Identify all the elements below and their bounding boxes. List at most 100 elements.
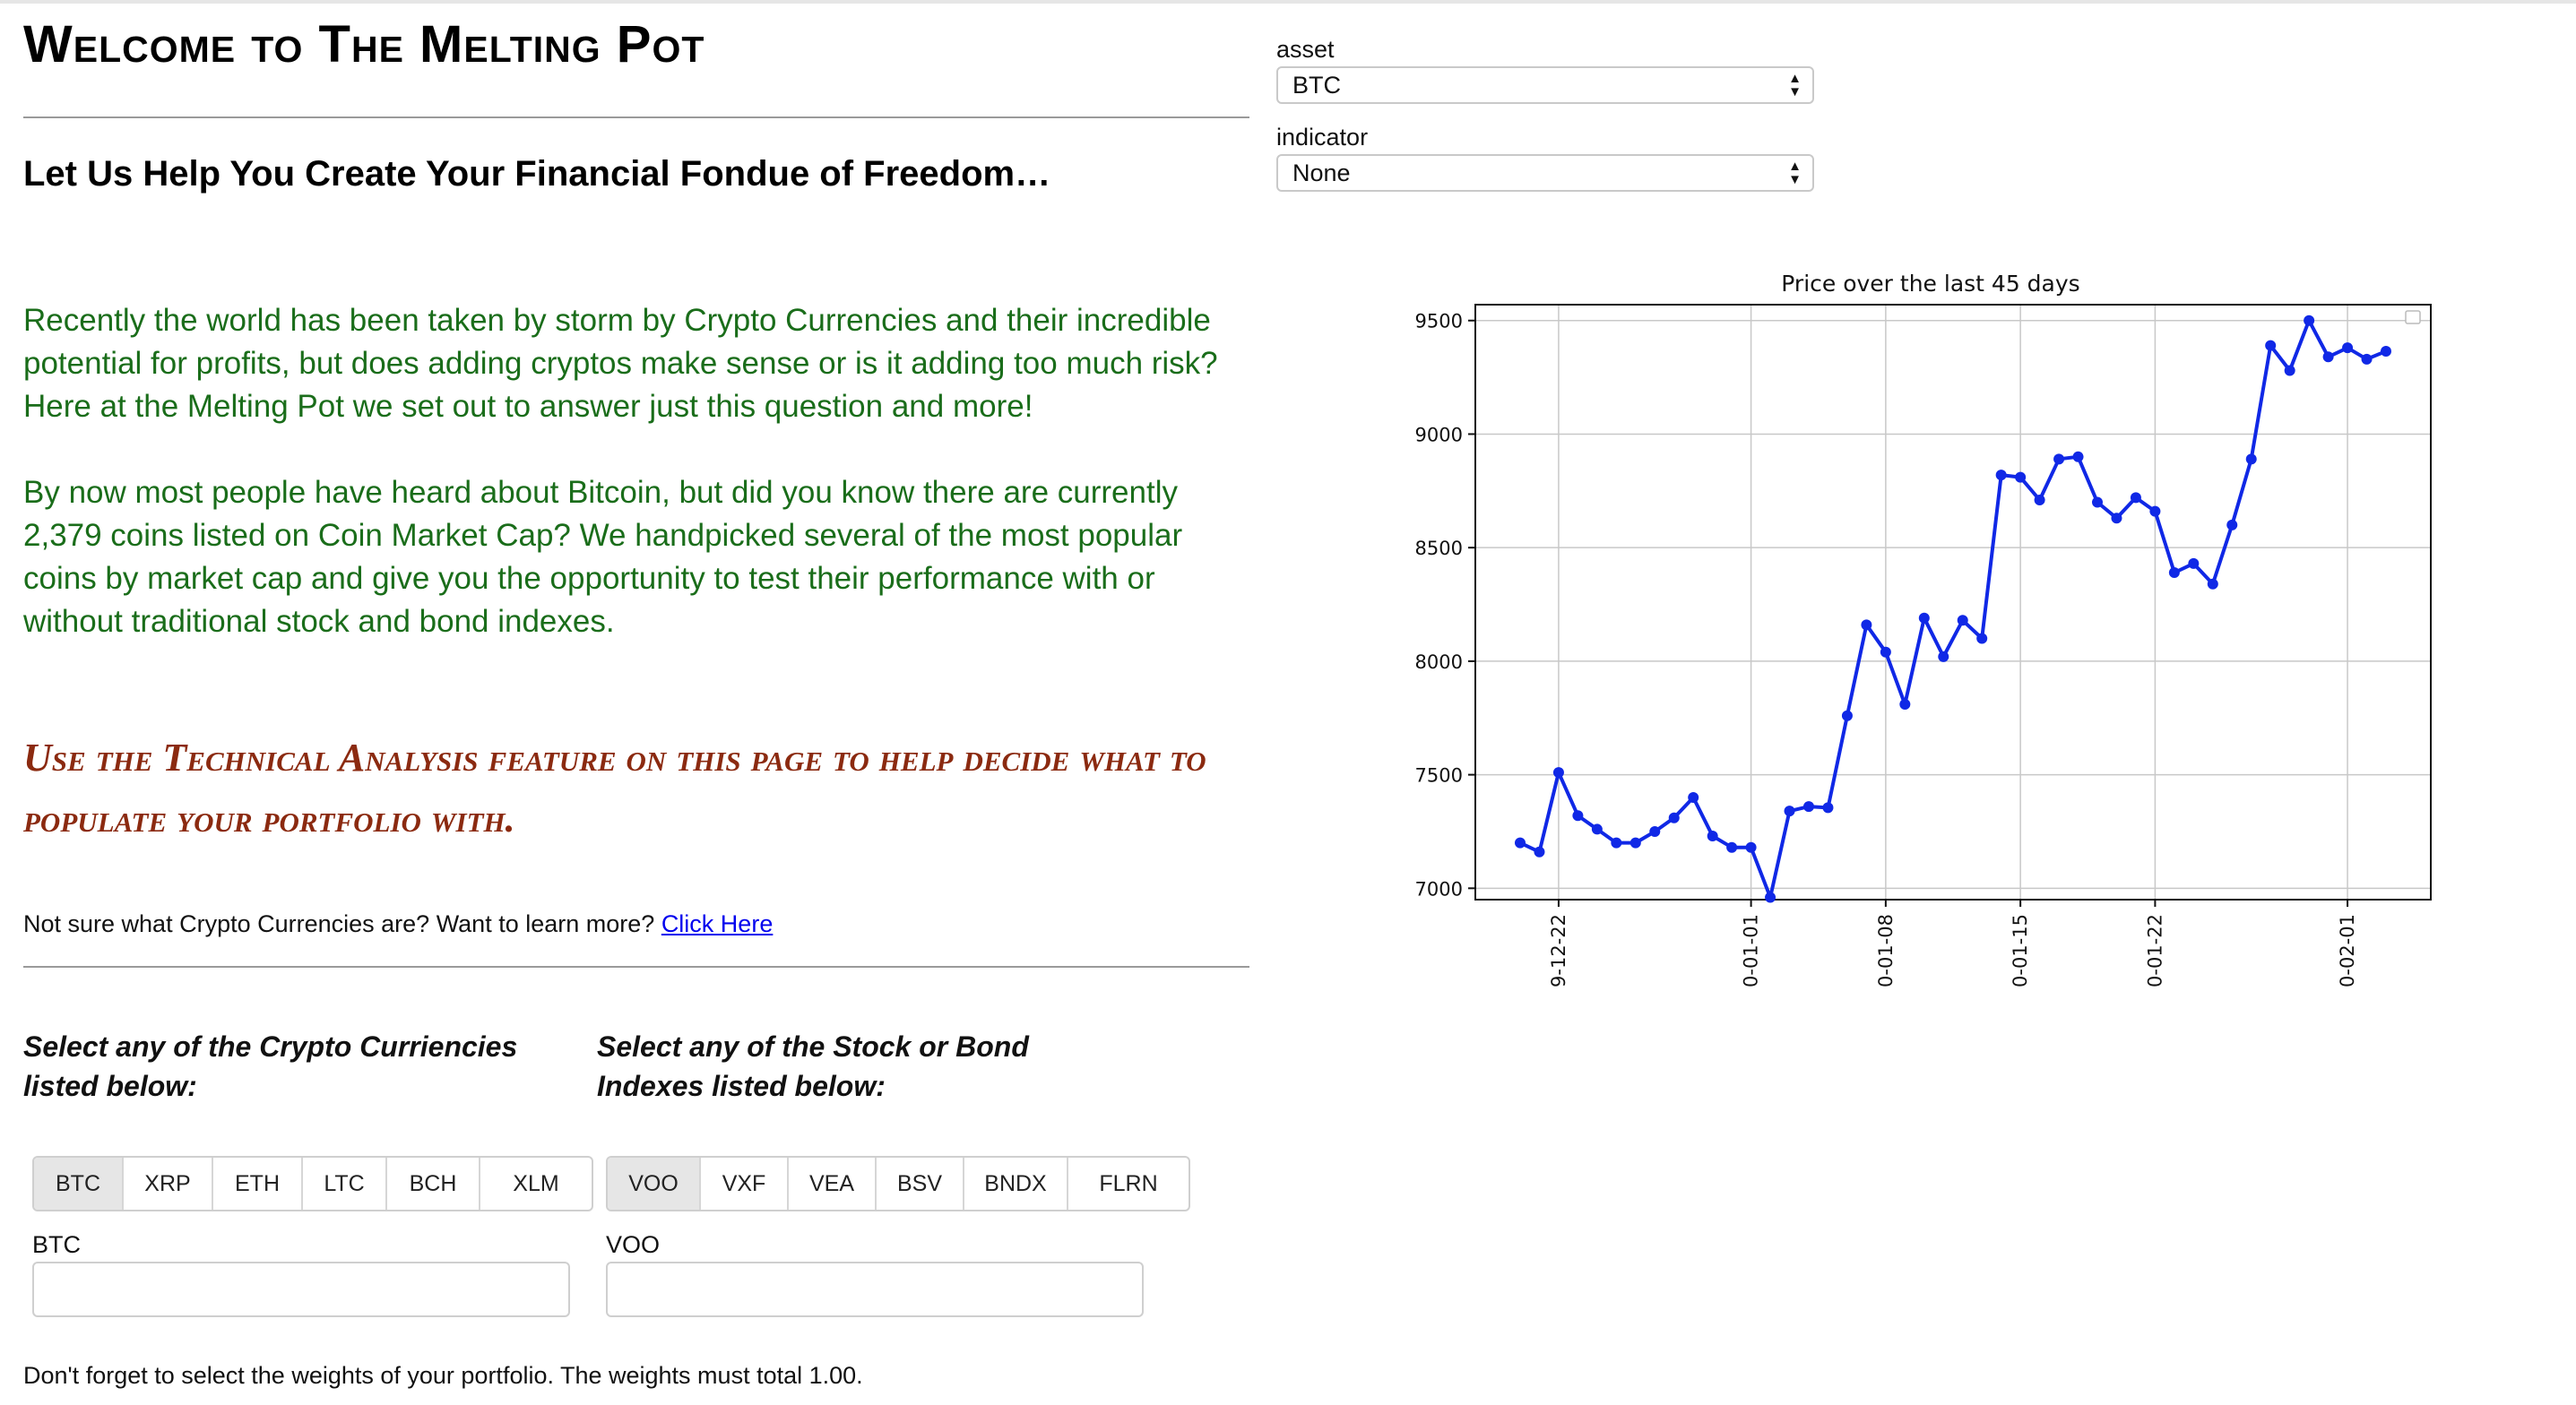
price-series-line — [1519, 318, 2387, 900]
select-arrows-icon: ▲ ▼ — [1788, 159, 1802, 187]
chart-title: Price over the last 45 days — [1781, 271, 2079, 297]
price-point — [2304, 315, 2315, 326]
y-tick-label: 8500 — [1415, 538, 1463, 559]
indicator-select-value: None — [1292, 159, 1351, 186]
price-point — [2111, 513, 2122, 524]
x-tick-label: 0-01-08 — [1875, 914, 1897, 987]
price-chart: Price over the last 45 days 7000 7500 8000… — [1415, 271, 2432, 987]
chart-grid — [1475, 305, 2431, 900]
x-tick-label: 0-01-15 — [2010, 914, 2031, 987]
index-button-vxf[interactable]: VXF — [701, 1158, 789, 1210]
y-axis: 7000 7500 8000 8500 9000 9500 — [1415, 311, 1475, 900]
price-point — [2284, 365, 2295, 376]
price-point — [1765, 892, 1776, 903]
crypto-button-btc[interactable]: BTC — [34, 1158, 124, 1210]
divider-bottom — [23, 966, 1249, 968]
price-point — [2342, 342, 2354, 354]
x-tick-label: 0-01-22 — [2144, 914, 2165, 987]
crypto-button-bch[interactable]: BCH — [387, 1158, 480, 1210]
price-point — [2265, 340, 2277, 351]
index-button-flrn[interactable]: FLRN — [1099, 1170, 1158, 1196]
page-subtitle: Let Us Help You Create Your Financial Fo… — [23, 154, 1051, 194]
weights-note: Don't forget to select the weights of yo… — [23, 1362, 863, 1389]
price-point — [2322, 351, 2334, 363]
y-tick-label: 8000 — [1415, 651, 1463, 673]
price-series-points — [1515, 315, 2391, 903]
price-point — [2361, 353, 2373, 365]
price-point — [1515, 837, 1526, 849]
intro-paragraph-1: Recently the world has been taken by sto… — [23, 303, 1218, 424]
technical-analysis-note: Use the Technical Analysis feature on th… — [23, 736, 1206, 840]
select-arrows-icon: ▲ ▼ — [1788, 71, 1802, 99]
y-tick-label: 9500 — [1415, 311, 1463, 332]
price-point — [2072, 451, 2084, 462]
index-button-group: VOO VXF VEA BSV BNDX FLRN — [606, 1156, 1190, 1211]
crypto-section-label: Select any of the Crypto Curriencies lis… — [23, 1030, 518, 1102]
y-tick-label: 7500 — [1415, 765, 1463, 787]
index-weight-label: VOO — [606, 1231, 661, 1258]
price-point — [1668, 812, 1680, 823]
learn-more-line: Not sure what Crypto Currencies are? Wan… — [23, 910, 773, 938]
price-point — [2053, 453, 2065, 465]
crypto-button-eth[interactable]: ETH — [213, 1158, 303, 1210]
crypto-weight-label: BTC — [32, 1231, 81, 1258]
x-tick-label: 9-12-22 — [1548, 914, 1569, 987]
price-point — [1552, 767, 1564, 779]
asset-label: asset — [1276, 36, 1335, 63]
price-point — [1899, 699, 1911, 711]
crypto-weight-input[interactable] — [32, 1262, 570, 1317]
x-tick-label: 0-02-01 — [2337, 914, 2358, 987]
crypto-button-xlm[interactable]: XLM — [513, 1170, 559, 1196]
price-point — [1784, 806, 1795, 817]
intro-paragraph-2: By now most people have heard about Bitc… — [23, 475, 1183, 639]
indicator-label: indicator — [1276, 124, 1369, 151]
click-here-link[interactable]: Click Here — [661, 910, 774, 937]
price-point — [2207, 578, 2218, 590]
x-tick-label: 0-01-01 — [1741, 914, 1762, 987]
price-point — [1591, 823, 1603, 835]
price-point — [1918, 612, 1930, 624]
price-point — [2188, 557, 2200, 569]
plot-area — [1474, 304, 2432, 901]
price-point — [2149, 505, 2161, 517]
index-button-vea[interactable]: VEA — [789, 1158, 877, 1210]
price-point — [2130, 492, 2141, 504]
price-point — [1995, 470, 2007, 481]
indicator-select[interactable]: None ▲ ▼ — [1276, 154, 1814, 192]
index-section-label: Select any of the Stock or Bond Indexes … — [597, 1030, 1029, 1102]
price-point — [1861, 619, 1872, 631]
price-point — [2226, 519, 2238, 530]
price-point — [1841, 710, 1853, 721]
price-point — [1726, 841, 1738, 853]
asset-select-value: BTC — [1292, 71, 1341, 99]
divider-top — [23, 116, 1249, 118]
price-point — [1976, 633, 1988, 644]
crypto-button-ltc[interactable]: LTC — [303, 1158, 387, 1210]
price-point — [1822, 802, 1834, 814]
price-point — [1938, 651, 1949, 662]
price-point — [1803, 801, 1814, 813]
index-button-voo[interactable]: VOO — [608, 1158, 701, 1210]
price-point — [2092, 496, 2103, 508]
price-point — [1707, 831, 1718, 842]
page-title: Welcome to The Melting Pot — [23, 15, 705, 73]
learn-more-text: Not sure what Crypto Currencies are? Wan… — [23, 910, 655, 937]
index-button-bsv[interactable]: BSV — [877, 1158, 964, 1210]
index-button-bndx[interactable]: BNDX — [964, 1158, 1068, 1210]
crypto-button-group: BTC XRP ETH LTC BCH XLM — [32, 1156, 593, 1211]
price-point — [2034, 494, 2045, 505]
price-point — [1649, 825, 1661, 837]
top-border — [0, 0, 2576, 4]
price-point — [1745, 841, 1757, 853]
asset-select[interactable]: BTC ▲ ▼ — [1276, 66, 1814, 104]
price-point — [1688, 791, 1699, 803]
index-weight-input[interactable] — [606, 1262, 1144, 1317]
price-point — [2245, 453, 2257, 465]
price-point — [1534, 846, 1545, 858]
price-point — [2381, 345, 2391, 357]
crypto-button-xrp[interactable]: XRP — [124, 1158, 213, 1210]
legend-box — [2405, 310, 2421, 324]
price-point — [2168, 567, 2180, 579]
price-point — [2015, 471, 2027, 483]
price-point — [1611, 837, 1622, 849]
